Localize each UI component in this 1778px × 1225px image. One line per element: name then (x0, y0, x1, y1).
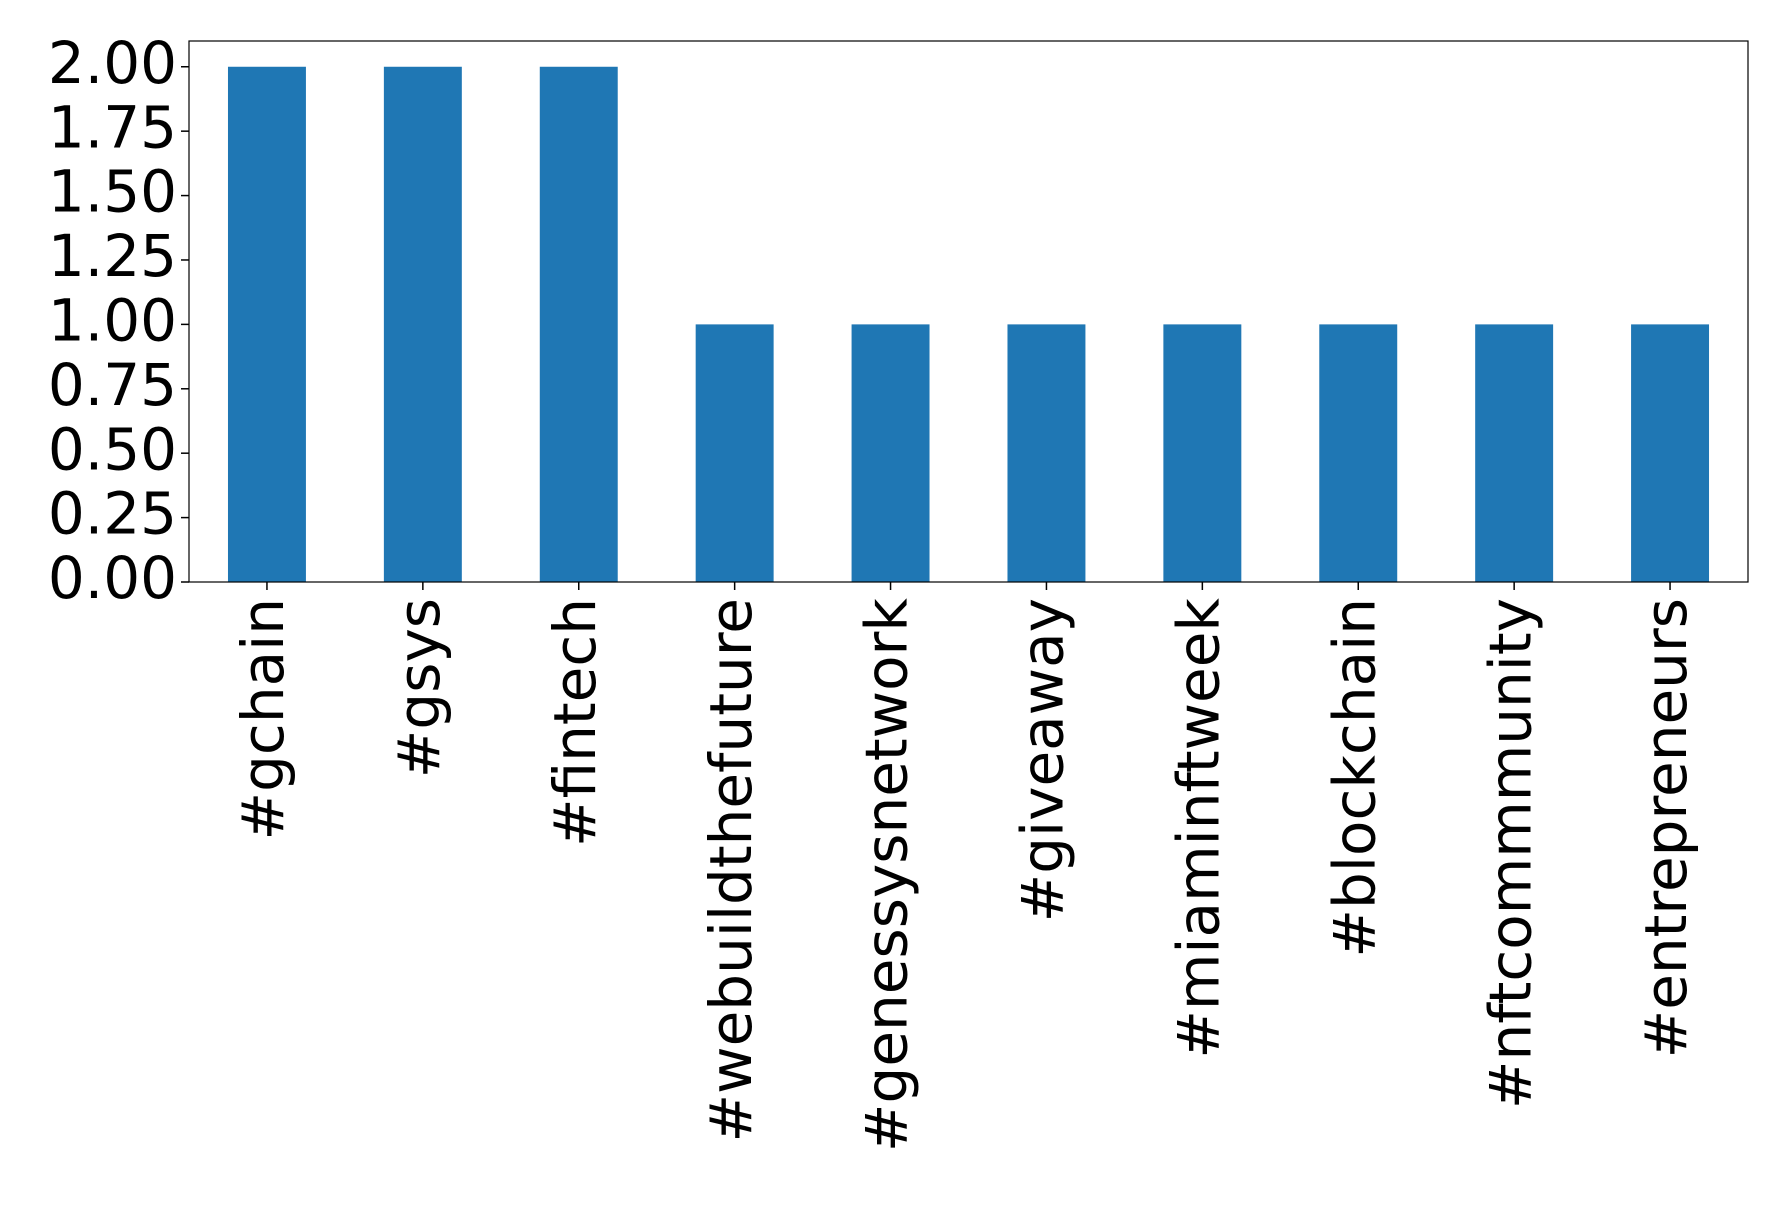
y-tick-label: 1.00 (48, 286, 177, 354)
y-tick-label: 0.50 (48, 415, 177, 483)
x-tick-label: #nftcommmunity (1476, 598, 1544, 1109)
bar (1007, 324, 1086, 582)
bar (227, 66, 306, 582)
x-tick-label: #entrepreneurs (1632, 598, 1700, 1058)
x-tick-label: #giveaway (1009, 598, 1077, 922)
x-tick-label: #gsys (385, 598, 453, 778)
x-tick-label: #miaminftweek (1164, 598, 1232, 1059)
x-tick-label: #webuildthefuture (697, 598, 765, 1142)
bar (1475, 324, 1554, 582)
x-tick-label: #blockchain (1320, 598, 1388, 958)
y-tick-label: 1.25 (48, 222, 177, 290)
bar (539, 66, 618, 582)
x-tick-label: #gchain (229, 598, 297, 840)
bar (1163, 324, 1242, 582)
y-tick-label: 0.25 (48, 480, 177, 548)
bar (1319, 324, 1398, 582)
y-tick-label: 2.00 (48, 29, 177, 97)
x-tick-label: #genessysnetwork (853, 598, 921, 1152)
y-tick-label: 0.75 (48, 351, 177, 419)
bar (1631, 324, 1710, 582)
y-tick-label: 0.00 (48, 544, 177, 612)
plot-frame (188, 40, 1749, 583)
bar (383, 66, 462, 582)
y-tick-label: 1.50 (48, 158, 177, 226)
bar (695, 324, 774, 582)
x-tick-label: #fintech (541, 598, 609, 847)
bar (851, 324, 930, 582)
y-tick-label: 1.75 (48, 93, 177, 161)
